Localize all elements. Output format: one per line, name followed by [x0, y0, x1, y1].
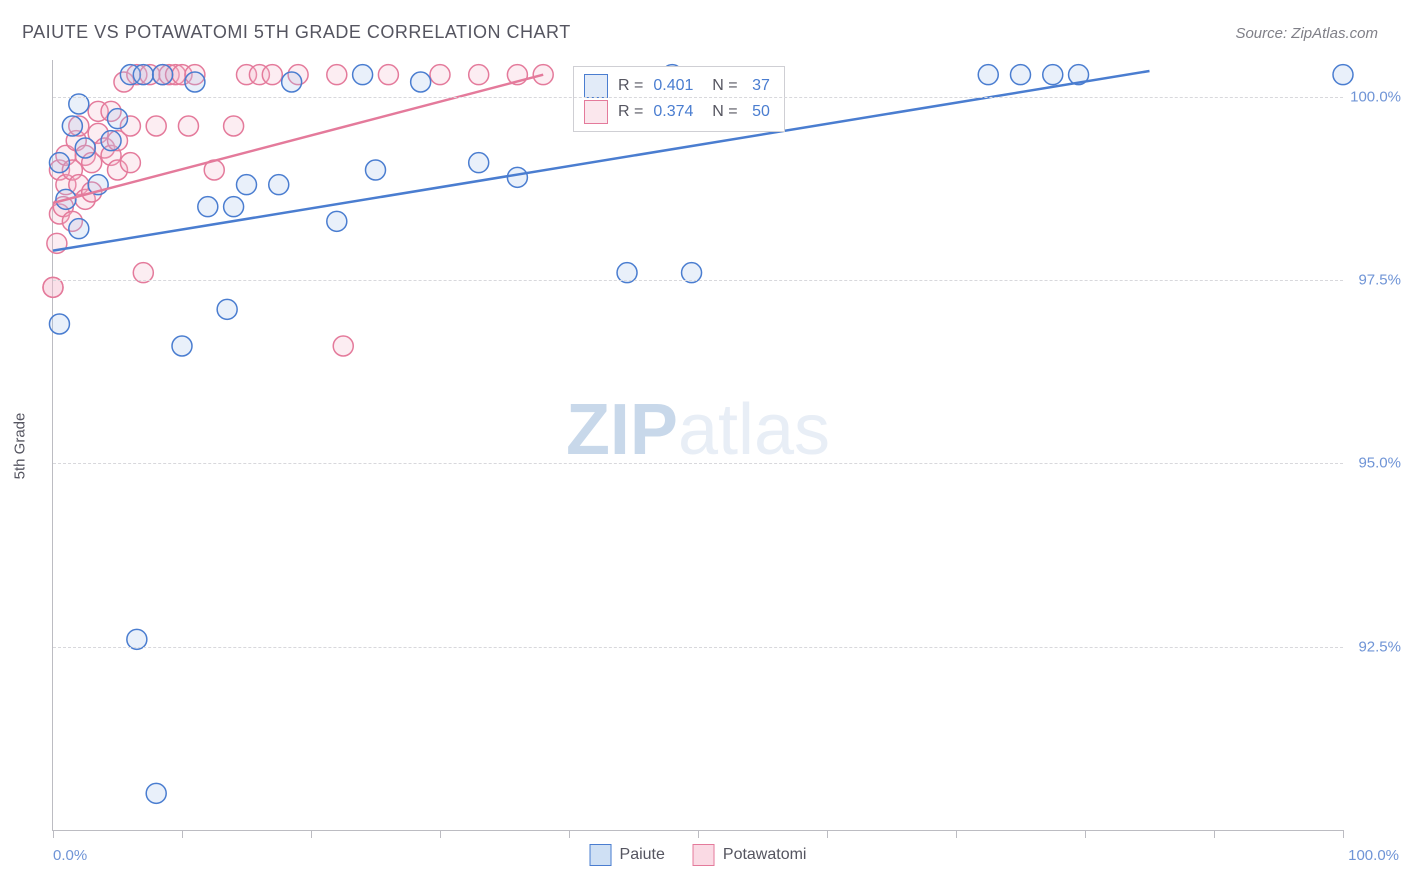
data-point: [378, 65, 398, 85]
data-point: [507, 167, 527, 187]
data-point: [146, 116, 166, 136]
legend-r-label: R =: [618, 99, 643, 125]
series-legend-label: Potawatomi: [723, 846, 807, 864]
x-tick: [53, 830, 54, 838]
data-point: [172, 336, 192, 356]
legend-swatch: [693, 844, 715, 866]
data-point: [469, 65, 489, 85]
data-point: [1333, 65, 1353, 85]
data-point: [237, 175, 257, 195]
data-point: [224, 197, 244, 217]
data-point: [327, 211, 347, 231]
y-tick-label: 100.0%: [1349, 88, 1401, 105]
data-point: [185, 72, 205, 92]
legend-swatch: [590, 844, 612, 866]
x-tick: [1343, 830, 1344, 838]
data-point: [146, 783, 166, 803]
series-legend-label: Paiute: [620, 846, 665, 864]
data-point: [120, 153, 140, 173]
source-attribution: Source: ZipAtlas.com: [1235, 25, 1378, 42]
series-legend-item: Paiute: [590, 844, 665, 866]
x-tick: [182, 830, 183, 838]
y-tick-label: 97.5%: [1349, 272, 1401, 289]
y-axis-title: 5th Grade: [12, 413, 29, 480]
legend-n-value: 37: [748, 73, 770, 99]
data-point: [430, 65, 450, 85]
data-point: [269, 175, 289, 195]
gridline: [53, 463, 1343, 464]
legend-row: R = 0.401 N = 37: [584, 73, 770, 99]
x-tick: [827, 830, 828, 838]
legend-n-label: N =: [703, 73, 737, 99]
data-point: [1043, 65, 1063, 85]
x-tick: [956, 830, 957, 838]
series-legend-item: Potawatomi: [693, 844, 807, 866]
data-point: [978, 65, 998, 85]
legend-n-label: N =: [703, 99, 737, 125]
legend-r-value: 0.374: [653, 99, 693, 125]
data-point: [108, 109, 128, 129]
data-point: [75, 138, 95, 158]
x-tick: [1085, 830, 1086, 838]
gridline: [53, 280, 1343, 281]
data-point: [133, 65, 153, 85]
data-point: [411, 72, 431, 92]
data-point: [198, 197, 218, 217]
data-point: [1011, 65, 1031, 85]
legend-n-value: 50: [748, 99, 770, 125]
data-point: [49, 153, 69, 173]
data-point: [62, 116, 82, 136]
x-tick: [1214, 830, 1215, 838]
data-point: [327, 65, 347, 85]
y-tick-label: 92.5%: [1349, 638, 1401, 655]
gridline: [53, 647, 1343, 648]
data-point: [262, 65, 282, 85]
legend-r-label: R =: [618, 73, 643, 99]
data-point: [353, 65, 373, 85]
data-point: [101, 131, 121, 151]
gridline: [53, 97, 1343, 98]
data-point: [49, 314, 69, 334]
data-point: [69, 219, 89, 239]
series-legend: Paiute Potawatomi: [590, 844, 807, 866]
plot-area: ZIPatlas R =0.401 N = 37R =0.374 N = 50 …: [52, 60, 1343, 831]
legend-swatch: [584, 74, 608, 98]
x-tick: [311, 830, 312, 838]
x-tick: [569, 830, 570, 838]
legend-row: R = 0.374 N = 50: [584, 99, 770, 125]
correlation-legend: R = 0.401 N = 37 R = 0.374 N = 50: [573, 66, 785, 132]
legend-r-value: 0.401: [653, 73, 693, 99]
x-tick: [440, 830, 441, 838]
data-point: [469, 153, 489, 173]
y-tick-label: 95.0%: [1349, 455, 1401, 472]
x-axis-min-label: 0.0%: [53, 847, 87, 864]
data-point: [282, 72, 302, 92]
legend-swatch: [584, 100, 608, 124]
data-point: [333, 336, 353, 356]
data-point: [224, 116, 244, 136]
chart-svg: [53, 60, 1343, 830]
x-tick: [698, 830, 699, 838]
data-point: [178, 116, 198, 136]
data-point: [366, 160, 386, 180]
data-point: [153, 65, 173, 85]
x-axis-max-label: 100.0%: [1348, 847, 1399, 864]
chart-title: PAIUTE VS POTAWATOMI 5TH GRADE CORRELATI…: [22, 22, 571, 43]
data-point: [217, 299, 237, 319]
